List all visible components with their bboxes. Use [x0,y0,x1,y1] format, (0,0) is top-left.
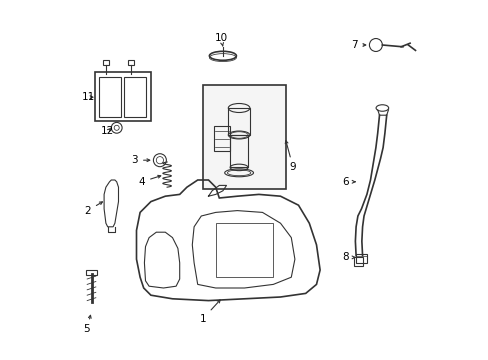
Text: 5: 5 [83,315,91,334]
Bar [86,270,97,275]
Text: 11: 11 [82,92,95,102]
Text: 8: 8 [341,252,354,262]
Bar [127,60,134,65]
Text: 12: 12 [101,126,114,136]
Text: 2: 2 [84,202,102,216]
Bar [354,257,363,266]
Text: 6: 6 [341,177,354,187]
Bar [355,254,366,263]
FancyBboxPatch shape [203,85,285,189]
Bar [99,77,121,117]
Text: 9: 9 [285,141,296,172]
Text: 3: 3 [131,155,149,165]
Text: 4: 4 [138,175,161,187]
Bar [213,126,230,151]
Text: 1: 1 [200,300,220,324]
Bar [230,135,247,167]
Text: 7: 7 [350,40,365,50]
Bar [102,60,109,65]
Bar [123,77,146,117]
Bar [228,108,249,135]
Text: 10: 10 [214,33,227,46]
